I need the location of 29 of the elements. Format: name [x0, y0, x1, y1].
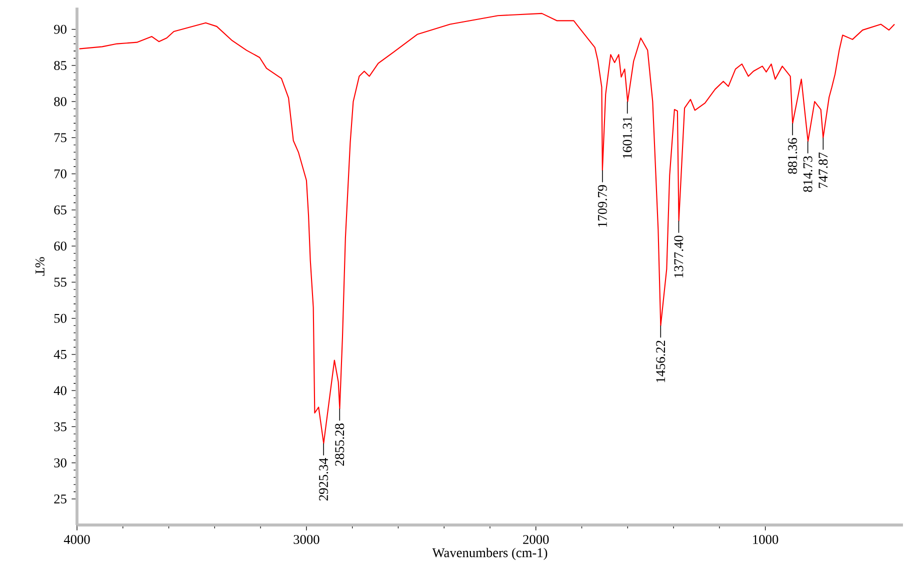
annotation: 2855.28: [335, 424, 344, 466]
y-tick-label: 60: [54, 242, 66, 251]
y-axis-title: %T: [35, 257, 44, 276]
x-tick-label: 3000: [294, 535, 320, 544]
y-tick-label: 80: [54, 97, 66, 106]
y-tick-label: 55: [54, 278, 66, 287]
y-tick-label: 50: [54, 314, 66, 323]
y-tick-label: 35: [54, 422, 66, 432]
annotation: 1456.22: [656, 340, 666, 382]
annotation: 881.36: [788, 138, 798, 174]
x-axis-title: Wavenumbers (cm-1): [432, 548, 548, 560]
y-tick-label: 75: [54, 133, 66, 142]
y-tick-label: 30: [54, 458, 66, 468]
y-tick-label: 85: [54, 60, 66, 70]
annotation: 1601.31: [622, 116, 632, 158]
x-tick-label: 1000: [753, 535, 778, 544]
x-tick-label: 4000: [64, 535, 90, 544]
annotation: 814.73: [803, 156, 812, 192]
annotation: 747.87: [818, 152, 828, 188]
x-tick-label: 2000: [523, 535, 549, 544]
y-tick-label: 40: [54, 386, 66, 396]
annotation: 1709.79: [598, 185, 607, 227]
annotation: 1377.40: [674, 236, 684, 278]
y-tick-label: 90: [54, 24, 66, 34]
annotation: 2925.34: [319, 458, 328, 500]
y-tick-label: 65: [54, 205, 66, 214]
y-tick-label: 45: [54, 350, 66, 359]
y-tick-label: 25: [54, 494, 66, 504]
y-tick-label: 70: [54, 169, 66, 178]
